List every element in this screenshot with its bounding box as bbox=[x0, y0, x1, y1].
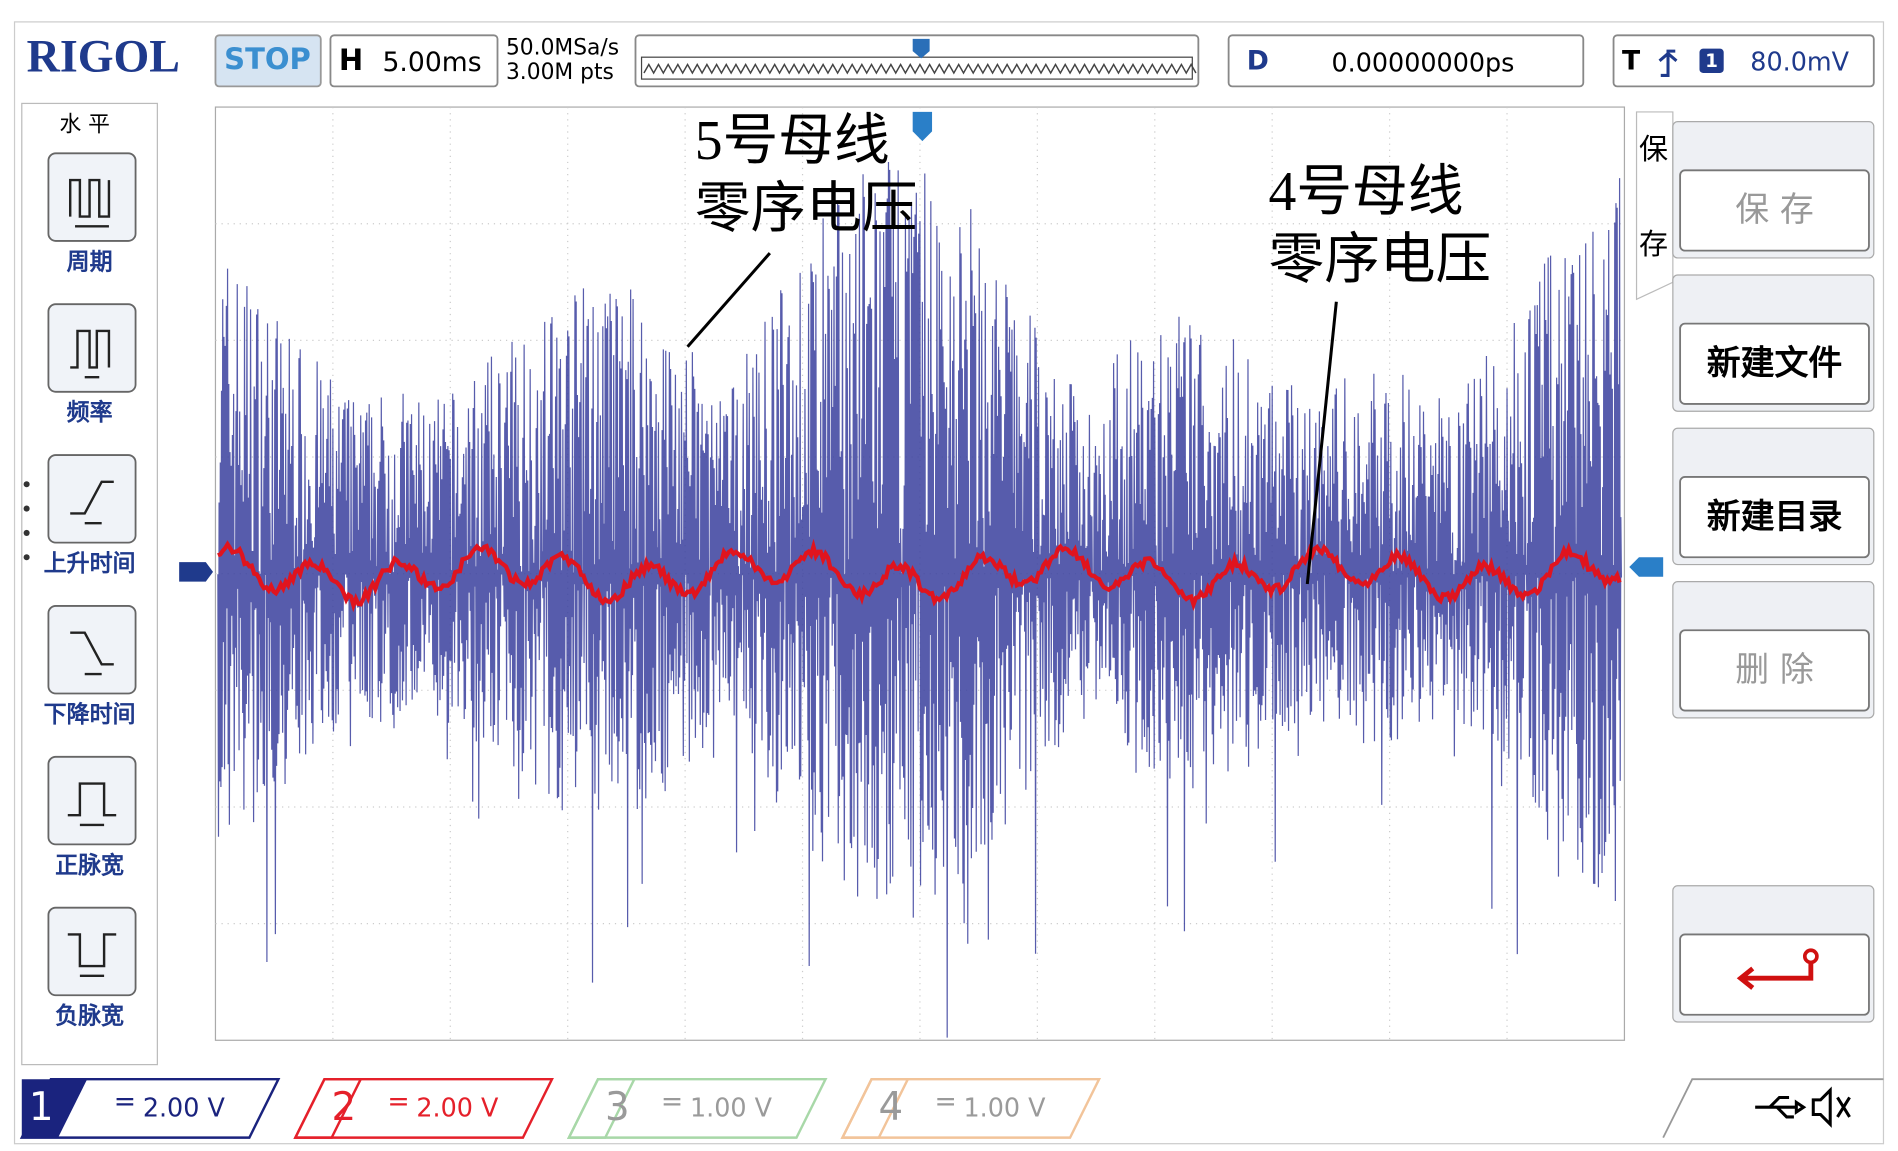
annotation-text: 零序电压 bbox=[695, 178, 918, 240]
menu-icon-button[interactable] bbox=[47, 605, 137, 695]
menu-icon-button[interactable] bbox=[47, 303, 137, 393]
return-icon-dot bbox=[1802, 948, 1819, 965]
annotation-text: 5号母线 bbox=[695, 110, 890, 172]
ch2-trace bbox=[217, 538, 1622, 613]
menu-button[interactable] bbox=[1679, 476, 1870, 559]
brand: RIGOL bbox=[27, 30, 180, 81]
menu-dot bbox=[23, 554, 30, 561]
overview-window bbox=[640, 56, 1193, 80]
channel-scale: 1.00 V bbox=[690, 1094, 773, 1124]
menu-button-label[interactable]: 新建文件 bbox=[1707, 343, 1843, 383]
channel-scale: 2.00 V bbox=[416, 1094, 499, 1124]
channel-coupling: = bbox=[934, 1086, 956, 1117]
trigger-source-box bbox=[1699, 48, 1724, 74]
menu-icon-button[interactable] bbox=[47, 906, 137, 997]
memory-depth: 3.00M pts bbox=[506, 60, 614, 85]
top-trigger-marker bbox=[912, 111, 933, 142]
right-tab-label: 保 bbox=[1639, 132, 1668, 166]
channel-scale: 1.00 V bbox=[964, 1094, 1047, 1124]
menu-item-label[interactable]: 正脉宽 bbox=[55, 852, 124, 879]
sample-rate: 50.0MSa/s bbox=[506, 36, 619, 61]
right-tab-label: 存 bbox=[1639, 227, 1668, 261]
usb-icon bbox=[1755, 1095, 1807, 1119]
trigger-source: 1 bbox=[1705, 51, 1718, 72]
menu-icon bbox=[67, 782, 117, 827]
trigger-edge bbox=[1658, 49, 1678, 77]
status-box bbox=[214, 34, 322, 88]
menu-icon bbox=[67, 933, 117, 978]
trigger-box bbox=[1612, 34, 1875, 88]
channel-coupling: = bbox=[114, 1086, 136, 1117]
menu-icon bbox=[68, 178, 111, 228]
menu-item-label[interactable]: 周期 bbox=[67, 249, 113, 275]
timebase: 5.00ms bbox=[383, 47, 482, 78]
menu-button-label[interactable]: 新建目录 bbox=[1707, 497, 1843, 537]
channel-coupling: = bbox=[661, 1086, 683, 1117]
menu-icon-button[interactable] bbox=[47, 152, 137, 242]
channel-coupling: = bbox=[387, 1086, 409, 1117]
leader-line bbox=[686, 252, 771, 348]
speaker-icon bbox=[1811, 1086, 1851, 1128]
delay-value: 0.00000000ps bbox=[1332, 48, 1515, 78]
channel-number-bg bbox=[293, 1077, 363, 1139]
return-icon bbox=[1736, 961, 1814, 990]
overview-wave bbox=[643, 63, 1197, 75]
timebase-box bbox=[329, 34, 499, 88]
menu-button-label[interactable]: 删 除 bbox=[1735, 650, 1814, 690]
channel-scale: 2.00 V bbox=[143, 1094, 226, 1124]
menu-icon bbox=[70, 631, 114, 676]
menu-item-label[interactable]: 下降时间 bbox=[44, 702, 136, 728]
leader-line bbox=[1305, 301, 1338, 585]
status: STOP bbox=[224, 42, 311, 76]
menu-button-label[interactable]: 保 存 bbox=[1735, 190, 1814, 230]
menu-item-label[interactable]: 上升时间 bbox=[44, 551, 136, 577]
ch1-trace bbox=[217, 161, 1623, 1038]
menu-dot bbox=[23, 529, 30, 536]
delay-box bbox=[1227, 34, 1585, 88]
channel-number: 1 bbox=[29, 1085, 54, 1130]
menu-icon-button[interactable] bbox=[47, 755, 137, 846]
channel-number-bg bbox=[566, 1077, 637, 1139]
menu-dot bbox=[23, 481, 30, 488]
left-menu-panel bbox=[21, 102, 158, 1066]
menu-item-label[interactable]: 负脉宽 bbox=[55, 1003, 124, 1030]
menu-dot bbox=[23, 505, 30, 512]
channel-number: 2 bbox=[331, 1085, 356, 1130]
h-label: H bbox=[339, 43, 363, 77]
overview-trigger bbox=[912, 38, 930, 59]
menu-button[interactable] bbox=[1679, 169, 1870, 252]
left-menu-title: 水 平 bbox=[59, 112, 109, 137]
trigger-label: T bbox=[1622, 46, 1641, 77]
footer-right-tab bbox=[1662, 1078, 1884, 1139]
menu-button[interactable] bbox=[1679, 629, 1870, 712]
ch1-marker bbox=[179, 562, 214, 582]
overview-box bbox=[634, 34, 1200, 88]
trigger-level: 80.0mV bbox=[1750, 47, 1849, 77]
channel-number-bg bbox=[21, 1079, 88, 1138]
menu-item-label[interactable]: 频率 bbox=[67, 399, 113, 426]
delay-label: D bbox=[1247, 46, 1269, 77]
channel-number-bg bbox=[840, 1077, 910, 1139]
channel-number: 3 bbox=[605, 1085, 630, 1130]
trigger-marker bbox=[1629, 557, 1664, 577]
return-button[interactable] bbox=[1679, 933, 1870, 1016]
menu-icon bbox=[70, 329, 111, 379]
menu-button[interactable] bbox=[1679, 322, 1870, 405]
annotation-text: 4号母线 bbox=[1269, 161, 1464, 223]
menu-icon bbox=[70, 480, 114, 525]
channel-number: 4 bbox=[879, 1085, 904, 1130]
annotation-text: 零序电压 bbox=[1269, 229, 1492, 291]
